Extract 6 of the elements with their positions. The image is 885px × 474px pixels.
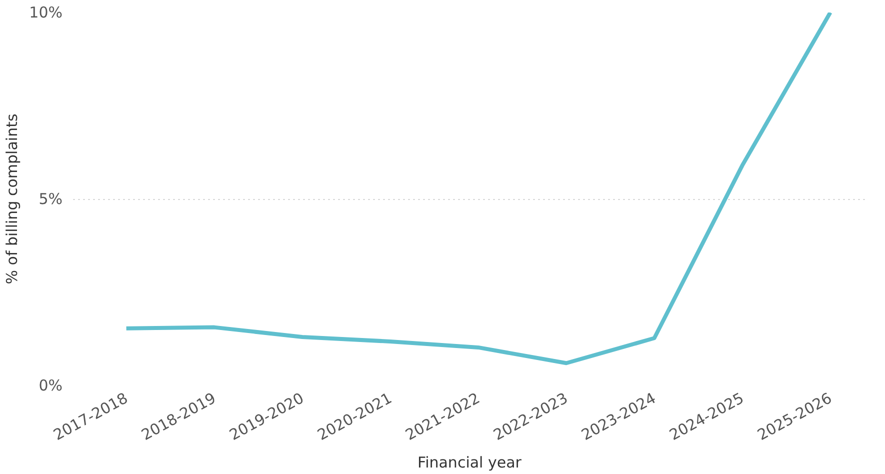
y-axis-title: % of billing complaints — [3, 114, 22, 284]
y-tick-label: 0% — [38, 376, 62, 394]
line-series — [124, 12, 832, 366]
y-tick-label: 10% — [29, 4, 63, 22]
x-axis-title: Financial year — [418, 453, 522, 472]
y-tick-label: 5% — [38, 190, 62, 208]
